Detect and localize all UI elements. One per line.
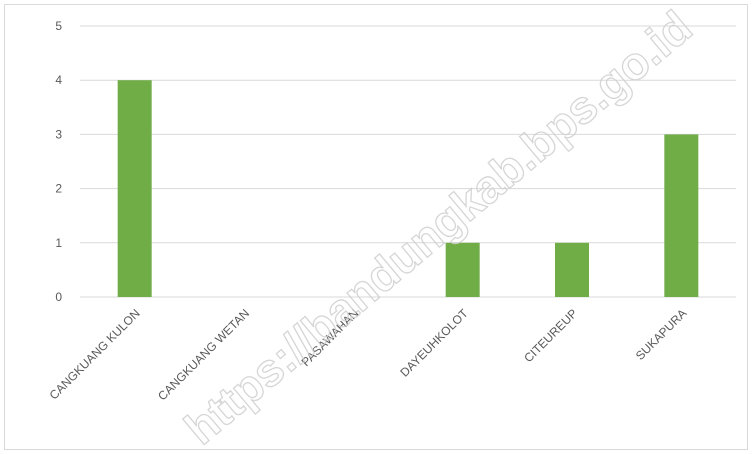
bar <box>445 242 480 297</box>
bar <box>117 80 152 297</box>
y-tick-label: 0 <box>55 290 62 304</box>
y-tick-label: 1 <box>55 236 62 250</box>
y-tick-label: 2 <box>55 182 62 196</box>
watermark: https://bandungkab.bps.go.id <box>175 1 702 455</box>
x-tick-label: SUKAPURA <box>633 306 690 363</box>
watermark-group: https://bandungkab.bps.go.id <box>174 0 702 455</box>
y-tick-label: 4 <box>55 73 62 87</box>
y-axis-ticks: 0 1 2 3 4 5 <box>55 19 62 304</box>
y-tick-label: 5 <box>55 19 62 33</box>
x-tick-label: CANGKUANG KULON <box>47 306 143 402</box>
bar <box>555 242 589 297</box>
x-tick-label: DAYEUHKOLOT <box>397 306 471 380</box>
y-tick-label: 3 <box>55 127 62 141</box>
bars <box>117 80 699 297</box>
x-tick-label: CITEUREUP <box>521 306 580 365</box>
x-axis-labels: CANGKUANG KULON CANGKUANG WETAN PASAWAHAN D… <box>47 306 690 403</box>
gridlines <box>80 25 736 298</box>
bar <box>664 134 699 297</box>
